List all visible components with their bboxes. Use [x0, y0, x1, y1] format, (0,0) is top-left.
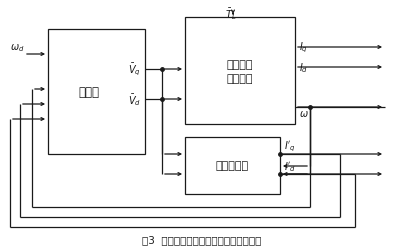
Text: $I'_q$: $I'_q$	[284, 139, 296, 154]
Text: $I_d$: $I_d$	[299, 61, 308, 74]
Text: $\omega_d$: $\omega_d$	[10, 42, 25, 54]
Text: $I_q$: $I_q$	[299, 41, 308, 55]
Text: $I'_d$: $I'_d$	[284, 160, 296, 173]
Text: 图3  基于混沌同步的非线性反馈控制方框: 图3 基于混沌同步的非线性反馈控制方框	[142, 234, 262, 244]
Text: $\bar{V}_q$: $\bar{V}_q$	[128, 62, 141, 78]
Text: 同步子系统: 同步子系统	[216, 161, 249, 171]
Text: 电机系统: 电机系统	[227, 74, 253, 84]
Text: $\bar{T}_L$: $\bar{T}_L$	[225, 6, 237, 22]
Text: $\bar{V}_d$: $\bar{V}_d$	[128, 92, 141, 108]
Text: 控制器: 控制器	[78, 86, 99, 98]
Bar	[48, 30, 145, 154]
Text: $\omega$: $\omega$	[299, 108, 309, 118]
Bar	[185, 138, 280, 194]
Bar	[185, 18, 295, 124]
Text: 永磁同步: 永磁同步	[227, 60, 253, 70]
